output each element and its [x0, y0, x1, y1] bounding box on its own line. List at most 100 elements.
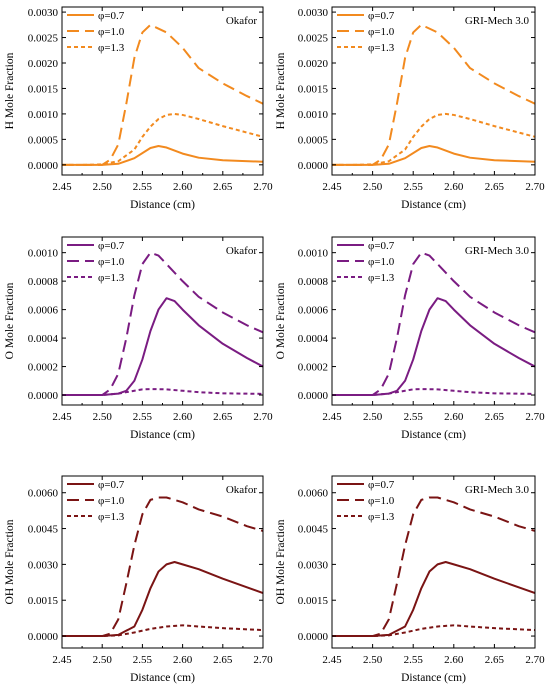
legend-label: φ=1.0 [98, 495, 125, 507]
series-line-solid [332, 144, 535, 166]
panel-model-label: Okafor [226, 15, 257, 27]
series-line-dotted [62, 112, 263, 166]
x-tick-label: 2.55 [404, 654, 424, 666]
x-tick-label: 2.60 [173, 654, 193, 666]
x-tick-label: 2.60 [444, 654, 464, 666]
legend: φ=0.7 φ=1.0 φ=1.3 [67, 240, 125, 284]
y-tick-label: 0.0005 [28, 134, 59, 146]
x-axis-title: Distance (cm) [401, 199, 466, 211]
y-tick-label: 0.0010 [298, 109, 329, 121]
x-tick-label: 2.60 [444, 411, 464, 423]
x-tick-label: 2.55 [404, 411, 424, 423]
y-tick-label: 0.0000 [28, 390, 59, 402]
legend-label: φ=1.3 [368, 272, 395, 284]
x-tick-label: 2.55 [404, 181, 424, 193]
x-axis-title: Distance (cm) [130, 672, 195, 684]
legend-label: φ=0.7 [368, 240, 395, 252]
series-line-dotted [332, 112, 535, 166]
y-tick-label: 0.0008 [298, 276, 329, 288]
x-tick-label: 2.60 [173, 411, 193, 423]
x-tick-label: 2.50 [363, 411, 383, 423]
legend-label: φ=1.0 [368, 495, 395, 507]
y-tick-label: 0.0060 [28, 488, 59, 500]
legend: φ=0.7 φ=1.0 φ=1.3 [337, 10, 395, 54]
series-line-dotted [62, 388, 263, 397]
x-tick-label: 2.45 [52, 411, 72, 423]
plot-frame [61, 6, 264, 176]
y-tick-label: 0.0000 [28, 631, 59, 643]
legend-label: φ=0.7 [98, 479, 125, 491]
legend: φ=0.7 φ=1.0 φ=1.3 [67, 479, 125, 523]
series-line-dashed [332, 23, 535, 166]
series-line-dotted [332, 624, 535, 638]
chart-panel-oh-okafor: 2.45 2.50 2.55 2.60 2.65 2.70 0.0000 0.0015 0.00… [4, 475, 273, 684]
y-tick-label: 0.0015 [28, 595, 59, 607]
x-tick-label: 2.45 [322, 654, 342, 666]
series-line-dashed [62, 23, 263, 166]
y-tick-label: 0.0060 [298, 488, 329, 500]
panel-model-label: GRI-Mech 3.0 [465, 245, 530, 257]
x-tick-label: 2.60 [444, 181, 464, 193]
y-axis-title: O Mole Fraction [4, 282, 16, 359]
y-tick-label: 0.0010 [298, 248, 329, 260]
chart-panel-oh-gri-mech: 2.45 2.50 2.55 2.60 2.65 2.70 0.0000 0.0015 0.00… [275, 475, 545, 684]
x-tick-label: 2.65 [485, 181, 505, 193]
chart-panel-h-gri-mech: 2.45 2.50 2.55 2.60 2.65 2.70 0.0000 0.0005 0.00… [275, 6, 545, 211]
y-tick-label: 0.0015 [298, 595, 329, 607]
legend-label: φ=1.0 [368, 26, 395, 38]
y-axis-title: O Mole Fraction [275, 282, 287, 359]
y-tick-label: 0.0015 [28, 83, 59, 95]
x-tick-label: 2.65 [485, 411, 505, 423]
y-axis-title: H Mole Fraction [275, 52, 287, 129]
y-axis-title: OH Mole Fraction [275, 519, 287, 604]
y-tick-label: 0.0030 [28, 7, 59, 19]
y-tick-label: 0.0000 [298, 631, 329, 643]
y-tick-label: 0.0030 [298, 7, 329, 19]
series-line-solid [62, 144, 263, 166]
y-tick-label: 0.0002 [298, 362, 328, 374]
y-tick-label: 0.0020 [298, 58, 329, 70]
legend-label: φ=1.3 [98, 511, 125, 523]
x-tick-label: 2.70 [525, 181, 545, 193]
plot-frame [61, 236, 264, 406]
x-tick-label: 2.55 [133, 654, 153, 666]
panel-model-label: Okafor [226, 484, 257, 496]
x-tick-label: 2.50 [93, 411, 113, 423]
y-tick-label: 0.0030 [298, 559, 329, 571]
x-tick-label: 2.55 [133, 181, 153, 193]
y-tick-label: 0.0004 [28, 333, 59, 345]
x-tick-label: 2.65 [485, 654, 505, 666]
x-axis-title: Distance (cm) [401, 672, 466, 684]
x-tick-label: 2.45 [322, 181, 342, 193]
legend-label: φ=0.7 [368, 10, 395, 22]
series-line-dashed [62, 496, 263, 638]
y-tick-label: 0.0006 [298, 305, 329, 317]
legend-label: φ=0.7 [368, 479, 395, 491]
x-tick-label: 2.65 [213, 411, 233, 423]
x-axis-title: Distance (cm) [130, 199, 195, 211]
x-tick-label: 2.55 [133, 411, 153, 423]
plot-frame [61, 475, 264, 649]
y-tick-label: 0.0010 [28, 248, 59, 260]
x-tick-label: 2.70 [253, 181, 273, 193]
y-tick-label: 0.0006 [28, 305, 59, 317]
x-tick-label: 2.70 [525, 411, 545, 423]
x-axis-title: Distance (cm) [401, 429, 466, 441]
y-tick-label: 0.0015 [298, 83, 329, 95]
chart-panel-h-okafor: 2.45 2.50 2.55 2.60 2.65 2.70 0.0000 0.0005 0.00… [4, 6, 273, 211]
y-tick-label: 0.0000 [298, 390, 329, 402]
x-tick-label: 2.70 [253, 411, 273, 423]
y-tick-label: 0.0025 [298, 33, 329, 45]
x-tick-label: 2.50 [363, 181, 383, 193]
plot-frame [331, 236, 536, 406]
chart-panel-o-gri-mech: 2.45 2.50 2.55 2.60 2.65 2.70 0.0000 0.0002 0.00… [275, 236, 545, 441]
x-tick-label: 2.65 [213, 654, 233, 666]
legend: φ=0.7 φ=1.0 φ=1.3 [67, 10, 125, 54]
panel-model-label: Okafor [226, 245, 257, 257]
plot-frame [331, 475, 536, 649]
y-tick-label: 0.0000 [298, 160, 329, 172]
y-tick-label: 0.0020 [28, 58, 59, 70]
legend-label: φ=1.3 [368, 511, 395, 523]
legend-label: φ=1.0 [98, 256, 125, 268]
y-tick-label: 0.0002 [28, 362, 58, 374]
